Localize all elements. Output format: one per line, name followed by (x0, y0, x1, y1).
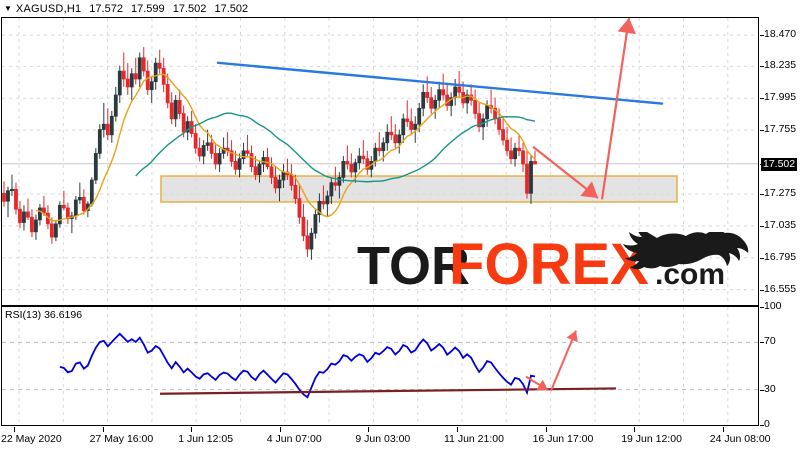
rsi-axis-label: 0 (764, 418, 770, 430)
price-axis-tick (760, 193, 764, 195)
price-axis-tick (760, 257, 764, 259)
chevron-down-icon[interactable]: ▼ (4, 3, 12, 13)
price-axis-tick (760, 35, 764, 37)
rsi-axis-label: 30 (764, 382, 776, 395)
price-axis-tick (760, 225, 764, 227)
time-axis-label: 19 Jun 12:00 (621, 433, 682, 445)
price-chart-canvas (2, 18, 758, 304)
price-chart-pane[interactable] (1, 17, 759, 305)
time-axis-label: 24 Jun 08:00 (709, 433, 771, 445)
time-axis-label: 22 May 2020 (1, 433, 62, 445)
price-axis-label: 18.235 (764, 59, 797, 72)
rsi-axis-tick (760, 389, 764, 391)
price-axis-tick (760, 66, 764, 68)
rsi-axis-label: 100 (764, 300, 782, 312)
time-axis-tick (722, 427, 724, 432)
price-axis-label: 17.755 (764, 123, 797, 136)
time-axis-tick (368, 427, 370, 432)
price-axis-label: 16.555 (764, 282, 797, 295)
low-value: 17.502 (172, 2, 207, 15)
price-axis-label: 18.470 (764, 28, 797, 41)
time-axis-label: 9 Jun 03:00 (355, 433, 411, 445)
time-axis-label: 1 Jun 12:05 (178, 433, 234, 445)
price-axis-tick (760, 98, 764, 100)
time-axis-tick (545, 427, 547, 432)
price-axis-label: 17.275 (764, 186, 797, 199)
rsi-chart-pane[interactable] (1, 306, 759, 426)
time-axis-label: 4 Jun 07:00 (266, 433, 322, 445)
time-axis-label: 16 Jun 17:00 (532, 433, 594, 445)
time-axis-tick (14, 427, 15, 432)
open-value: 17.572 (89, 2, 123, 15)
symbol-label: XAGUSD,H1 (15, 2, 82, 15)
time-axis-tick (457, 427, 458, 432)
time-axis-label: 27 May 16:00 (89, 433, 154, 445)
time-axis-label: 11 Jun 21:00 (444, 433, 504, 445)
price-axis-label: 16.795 (764, 250, 797, 263)
rsi-axis-tick (760, 307, 764, 308)
rsi-axis-tick (760, 342, 764, 344)
time-axis-tick (102, 427, 104, 432)
price-axis-label: 17.995 (764, 91, 797, 104)
price-axis-tick (760, 289, 764, 291)
rsi-axis-tick (760, 425, 764, 426)
price-axis-label: 17.035 (764, 218, 797, 231)
price-axis-area (760, 17, 808, 426)
rsi-chart-canvas (2, 307, 758, 425)
chart-header: ▼ XAGUSD,H1 17.572 17.599 17.502 17.502 (0, 0, 808, 17)
rsi-indicator-label: RSI(13) 36.6196 (5, 309, 83, 321)
time-axis-tick (191, 427, 193, 432)
ohlc-values: 17.572 17.599 17.502 17.502 (89, 3, 253, 15)
current-price-label: 17.502 (761, 157, 798, 172)
pane-divider (1, 305, 759, 306)
high-value: 17.599 (131, 2, 165, 15)
rsi-axis-label: 70 (764, 335, 776, 348)
close-value: 17.502 (214, 2, 249, 15)
time-axis-tick (279, 427, 281, 432)
price-axis-tick (760, 130, 764, 132)
time-axis-tick (634, 427, 636, 432)
